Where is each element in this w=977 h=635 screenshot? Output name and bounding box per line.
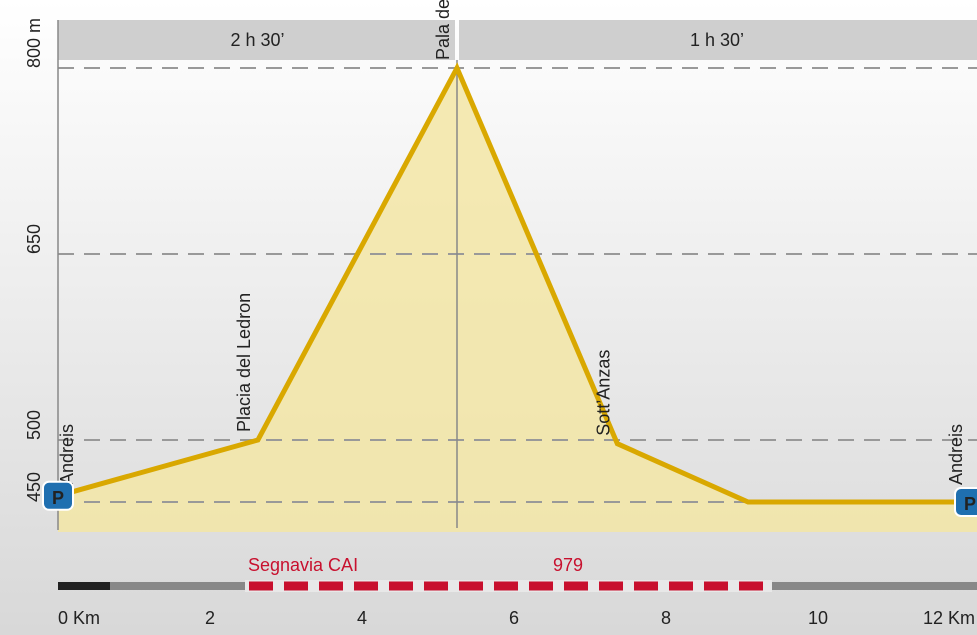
parking-letter: P [964, 494, 976, 514]
trail-label: Segnavia CAI [248, 555, 358, 575]
y-tick-label: 500 [24, 410, 44, 440]
place-label: Andreis [57, 424, 77, 485]
place-label: Placia del Ledron [234, 293, 254, 432]
scale-bar [58, 582, 110, 590]
place-label: Pala de le Pittes [433, 0, 453, 60]
duration-label: 1 h 30’ [690, 30, 744, 50]
x-tick-label: 8 [661, 608, 671, 628]
x-tick-label: 12 Km [923, 608, 975, 628]
place-label: Sott’Anzas [593, 350, 613, 436]
duration-label: 2 h 30’ [230, 30, 284, 50]
y-tick-label: 650 [24, 224, 44, 254]
y-tick-label: 450 [24, 472, 44, 502]
place-label: Andreis [946, 424, 966, 485]
chart: 2 h 30’ 1 h 30’ 450 500 650 800 m Andreis Placi… [0, 0, 977, 635]
x-tick-label: 6 [509, 608, 519, 628]
x-tick-label: 0 Km [58, 608, 100, 628]
x-tick-label: 4 [357, 608, 367, 628]
parking-letter: P [52, 488, 64, 508]
x-tick-label: 2 [205, 608, 215, 628]
x-tick-label: 10 [808, 608, 828, 628]
trail-number: 979 [553, 555, 583, 575]
y-tick-label: 800 m [24, 18, 44, 68]
